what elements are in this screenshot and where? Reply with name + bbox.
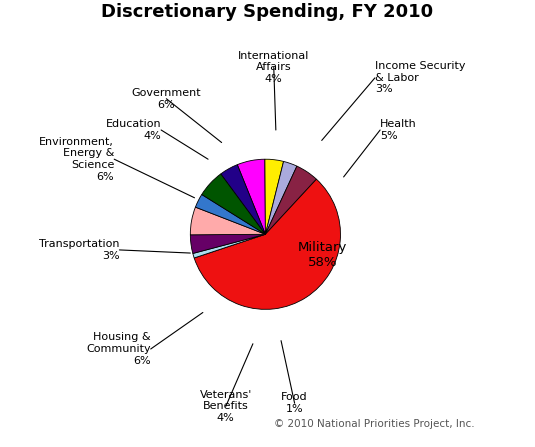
Text: Transportation
3%: Transportation 3% <box>39 239 119 261</box>
Text: Veterans'
Benefits
4%: Veterans' Benefits 4% <box>200 390 252 423</box>
Title: Discretionary Spending, FY 2010: Discretionary Spending, FY 2010 <box>102 3 433 21</box>
Text: © 2010 National Priorities Project, Inc.: © 2010 National Priorities Project, Inc. <box>274 419 475 429</box>
Wedge shape <box>194 179 340 309</box>
Wedge shape <box>221 164 265 234</box>
Wedge shape <box>190 207 265 235</box>
Text: Income Security
& Labor
3%: Income Security & Labor 3% <box>375 61 465 94</box>
Text: International
Affairs
4%: International Affairs 4% <box>238 51 309 84</box>
Text: Environment,
Energy &
Science
6%: Environment, Energy & Science 6% <box>40 137 114 181</box>
Text: Health
5%: Health 5% <box>380 119 417 141</box>
Wedge shape <box>265 161 297 234</box>
Text: Military
58%: Military 58% <box>298 241 347 269</box>
Text: Housing &
Community
6%: Housing & Community 6% <box>86 333 151 366</box>
Wedge shape <box>195 194 265 234</box>
Text: Food
1%: Food 1% <box>281 392 308 414</box>
Wedge shape <box>238 159 265 234</box>
Wedge shape <box>193 234 265 258</box>
Wedge shape <box>202 174 265 234</box>
Text: Government
6%: Government 6% <box>132 88 201 110</box>
Text: Education
4%: Education 4% <box>105 119 161 141</box>
Wedge shape <box>190 234 265 253</box>
Wedge shape <box>265 166 316 234</box>
Wedge shape <box>265 159 284 234</box>
